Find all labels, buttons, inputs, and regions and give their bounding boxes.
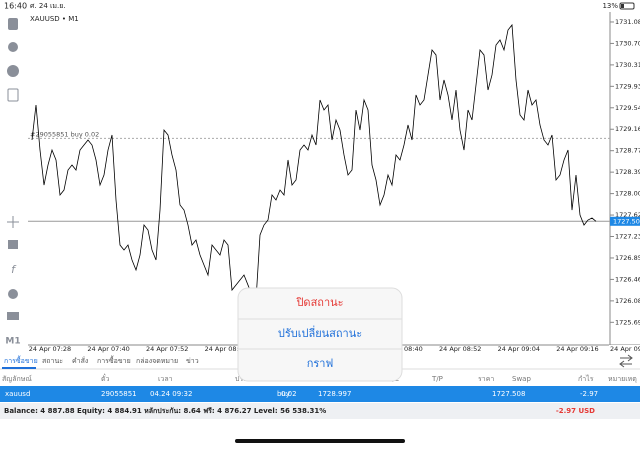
tab[interactable]: สถานะ	[42, 357, 63, 365]
bid-label: 1727.508	[613, 217, 640, 225]
swap-icon[interactable]	[619, 354, 633, 368]
y-tick-label: 1728.390	[615, 168, 640, 176]
tabs: การซื้อขาย สถานะ คำสั่ง การซื้อขาย กล่องจดหม…	[2, 354, 199, 369]
account-bar	[0, 403, 640, 419]
account-summary: Balance: 4 887.88 Equity: 4 884.91 หลักป…	[4, 407, 326, 415]
column-header: Swap	[512, 375, 531, 383]
y-tick-label: 1729.930	[615, 82, 640, 90]
column-header: เวลา	[158, 375, 173, 383]
tool-icon[interactable]	[8, 18, 18, 30]
chart-title: XAUUSD • M1	[30, 15, 79, 23]
x-tick-label: 24 Apr 09:04	[498, 345, 540, 353]
y-tick-label: 1728.775	[615, 147, 640, 155]
tab[interactable]: คำสั่ง	[72, 356, 88, 365]
status-time: 16:40	[4, 2, 27, 11]
popup-item[interactable]: กราฟ	[307, 357, 334, 370]
order-label: #29055851 buy 0.02	[30, 130, 99, 138]
x-tick-label: 24 Apr 08:52	[439, 345, 481, 353]
table-cell: xauusd	[5, 390, 30, 398]
table-cell: buy	[277, 390, 290, 398]
column-header: ราคา	[478, 375, 494, 383]
y-tick-label: 1730.315	[615, 61, 640, 69]
column-header: กำไร	[578, 374, 594, 383]
y-tick-label: 1726.080	[615, 297, 640, 305]
status-battery: 13%	[602, 2, 618, 10]
table-cell: 1728.997	[318, 390, 351, 398]
y-tick-label: 1728.005	[615, 190, 640, 198]
tab[interactable]: การซื้อขาย	[4, 354, 38, 365]
chart-layer: 1731.085 1730.700 1730.315 1729.930 1729.545…	[28, 18, 640, 353]
column-header: T/P	[431, 375, 443, 383]
home-indicator	[235, 439, 405, 443]
tool-icon[interactable]	[8, 42, 18, 52]
table-cell: 29055851	[101, 390, 137, 398]
bid-box	[610, 216, 640, 226]
table-cell: 1727.508	[492, 390, 525, 398]
popup: ปิดสถานะ ปรับเปลี่ยนสถานะ กราฟ	[237, 287, 403, 382]
y-tick-label: 1726.850	[615, 254, 640, 262]
tool-icon[interactable]	[7, 65, 19, 77]
popup-item[interactable]: ปิดสถานะ	[295, 296, 343, 309]
tab[interactable]: ข่าว	[186, 357, 199, 365]
popup-item[interactable]: ปรับเปลี่ยนสถานะ	[278, 325, 362, 340]
tool-icon[interactable]	[7, 88, 19, 102]
x-tick-label: 24 Apr 08:04	[205, 345, 247, 353]
account-profit: -2.97 USD	[556, 407, 595, 415]
y-tick-label: 1729.160	[615, 125, 640, 133]
y-tick-label: 1727.235	[615, 233, 640, 241]
y-tick-label: 1727.620	[615, 211, 640, 219]
x-tick-label: 24 Apr 07:28	[29, 345, 71, 353]
y-tick-label: 1731.085	[615, 18, 640, 26]
toolbar: f M1	[5, 18, 21, 347]
battery-icon	[619, 2, 635, 10]
popup-panel	[237, 287, 403, 382]
table-cell: 04.24 09:32	[150, 390, 192, 398]
table-cell: -2.97	[580, 390, 598, 398]
table-cell: 0.02	[281, 390, 297, 398]
tool-icon[interactable]	[8, 240, 18, 249]
last-time-label: 24 Apr 09:40	[610, 345, 640, 353]
tool-icon[interactable]	[7, 216, 19, 228]
y-tick-label: 1729.545	[615, 104, 640, 112]
tab[interactable]: กล่องจดหมาย	[136, 357, 178, 365]
tool-icon[interactable]: f	[11, 263, 17, 276]
x-tick-label: 24 Apr 09:16	[556, 345, 598, 353]
column-header: ตั๋ว	[101, 374, 110, 383]
tool-icon[interactable]	[8, 289, 18, 299]
y-tick-label: 1726.465	[615, 275, 640, 283]
last-time-box	[609, 345, 640, 353]
y-tick-label: 1730.700	[615, 39, 640, 47]
tab[interactable]: การซื้อขาย	[97, 354, 131, 365]
x-tick-label: 24 Apr 07:40	[87, 345, 129, 353]
battery-level	[621, 4, 624, 8]
column-header: สัญลักษณ์	[2, 375, 32, 383]
column-header: หมายเหตุ	[608, 375, 637, 383]
y-tick-label: 1725.695	[615, 318, 640, 326]
tool-icon[interactable]: M1	[5, 337, 20, 347]
selected-row[interactable]	[0, 386, 640, 402]
tool-icon[interactable]	[7, 312, 19, 320]
price-line	[31, 23, 597, 302]
x-tick-label: 24 Apr 07:52	[146, 345, 188, 353]
status-date: ศ. 24 เม.ย.	[30, 2, 66, 10]
